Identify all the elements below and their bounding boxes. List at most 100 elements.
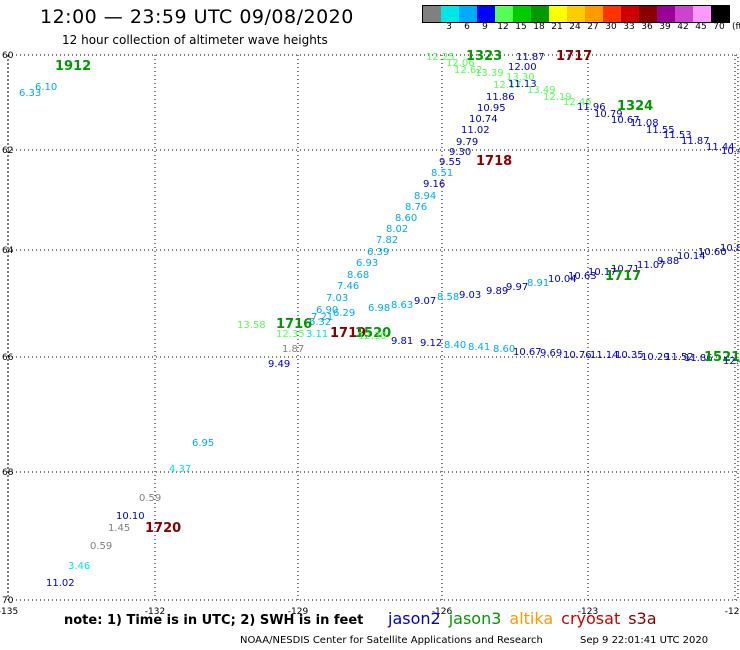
footer-note: note: 1) Time is in UTC; 2) SWH is in fe…	[64, 613, 364, 628]
wave-height-reading: 11.87	[516, 52, 545, 63]
wave-height-reading: 10.67	[513, 347, 542, 358]
legend-swatch	[567, 6, 585, 22]
wave-height-reading: 6.29	[333, 308, 355, 319]
wave-height-reading: 9.30	[449, 147, 471, 158]
observation-time-label: 1324	[617, 99, 653, 114]
legend-swatch	[513, 6, 531, 22]
wave-height-reading: 3.11	[306, 329, 328, 340]
wave-height-reading: 9.03	[459, 290, 481, 301]
satellite-altika: altika	[509, 609, 554, 628]
wave-height-reading: 8.91	[527, 278, 549, 289]
legend-swatch	[639, 6, 657, 22]
wave-height-reading: 4.37	[169, 464, 191, 475]
wave-height-reading: 6.90	[316, 305, 338, 316]
map-subtitle: 12 hour collection of altimeter wave hei…	[62, 33, 328, 47]
lat-tick-label: 66	[2, 353, 14, 363]
wave-height-reading: 8.76	[405, 202, 427, 213]
wave-height-reading: 6.39	[367, 247, 389, 258]
wave-height-reading: 0.59	[90, 541, 112, 552]
legend-swatch	[531, 6, 549, 22]
wave-height-reading: 13.58	[237, 320, 266, 331]
wave-height-reading: 3.46	[68, 561, 90, 572]
wave-height-reading: 9.49	[268, 359, 290, 370]
wave-height-reading: 6.98	[368, 303, 390, 314]
legend-swatch	[423, 6, 441, 22]
legend-tick-label: 33	[623, 22, 635, 32]
wave-height-reading: 7.03	[326, 293, 348, 304]
wave-height-reading: 0.59	[139, 493, 161, 504]
wave-height-reading: 11.96	[577, 102, 606, 113]
wave-height-reading: 8.41	[468, 342, 490, 353]
legend-tick-label: 9	[482, 22, 488, 32]
legend-swatch	[477, 6, 495, 22]
observation-time-label: 1717	[556, 49, 592, 64]
wave-height-reading: 8.60	[395, 213, 417, 224]
wave-height-reading: 9.89	[486, 286, 508, 297]
wave-height-reading: 8.02	[386, 224, 408, 235]
observation-time-label: 1720	[145, 521, 181, 536]
wave-height-reading: 6.10	[35, 82, 57, 93]
satellite-s3a: s3a	[628, 609, 657, 628]
wave-height-reading: 1.87	[282, 344, 304, 355]
wave-height-reading: 10.10	[116, 511, 145, 522]
wave-height-reading: 12.06	[446, 58, 475, 69]
observation-time-label: 1716	[276, 317, 312, 332]
wave-height-reading: 11.07	[637, 260, 666, 271]
wave-height-reading: 9.81	[391, 336, 413, 347]
wave-height-reading: 13.39	[475, 68, 504, 79]
wave-height-reading: 11.55	[646, 125, 675, 136]
legend-tick-label: 6	[464, 22, 470, 32]
legend-tick-label: 45	[695, 22, 707, 32]
legend-swatch	[675, 6, 693, 22]
wave-height-reading: 10.17	[588, 267, 617, 278]
wave-height-reading: 11.14	[590, 350, 619, 361]
wave-height-reading: 10.67	[611, 115, 640, 126]
wave-height-reading: 8.60	[493, 344, 515, 355]
legend-swatch	[549, 6, 567, 22]
lon-tick-label: -126	[432, 607, 453, 617]
legend-tick-label: 18	[533, 22, 545, 32]
lon-tick-label: -120	[725, 607, 740, 617]
wave-height-reading: 11.87	[681, 136, 710, 147]
legend-tick-label: 24	[569, 22, 581, 32]
observation-time-label: 1719	[330, 326, 366, 341]
satellite-legend: jason2 jason3 altika cryosat s3a	[388, 609, 665, 628]
wave-height-reading: 6.33	[19, 88, 41, 99]
wave-height-reading: 10.79	[594, 109, 623, 120]
generation-timestamp: Sep 9 22:01:41 UTC 2020	[580, 635, 709, 646]
legend-tick-label: 12	[497, 22, 509, 32]
observation-time-label: 1521	[704, 350, 740, 365]
observation-time-label: 1323	[466, 49, 502, 64]
map-title: 12:00 — 23:59 UTC 09/08/2020	[40, 6, 354, 28]
wave-height-reading: 9.16	[423, 179, 445, 190]
wave-height-reading: 6.32	[309, 317, 331, 328]
wave-height-reading: 12.45	[723, 356, 740, 367]
satellite-jason3: jason3	[448, 609, 502, 628]
legend-tick-label: 30	[605, 22, 617, 32]
wave-height-reading: 7.21	[311, 312, 333, 323]
wave-height-reading: 12.46	[563, 97, 592, 108]
wave-height-reading: 11.02	[46, 578, 75, 589]
legend-swatch	[603, 6, 621, 22]
lat-tick-label: 70	[2, 596, 14, 606]
wave-height-reading: 10.4	[721, 146, 740, 157]
wave-height-reading: 11.44	[706, 142, 735, 153]
lon-tick-label: -135	[0, 607, 18, 617]
legend-tick-label: 15	[515, 22, 527, 32]
legend-tick-label: 70	[713, 22, 725, 32]
color-legend	[422, 5, 730, 23]
wave-height-reading: 11.86	[684, 353, 713, 364]
observation-time-label: 1912	[55, 59, 91, 74]
wave-height-reading: 10.04	[548, 274, 577, 285]
legend-swatch	[459, 6, 477, 22]
wave-height-reading: 12.25	[426, 52, 455, 63]
wave-height-reading: 11.86	[486, 92, 515, 103]
wave-height-reading: 8.40	[444, 340, 466, 351]
wave-height-reading: 11.13	[508, 79, 537, 90]
wave-height-reading: 7.82	[376, 235, 398, 246]
wave-height-reading: 12.62	[454, 65, 483, 76]
legend-swatch	[495, 6, 513, 22]
wave-height-reading: 11.02	[461, 125, 490, 136]
wave-height-reading: 8.58	[437, 292, 459, 303]
wave-height-reading: 10.82	[720, 243, 740, 254]
